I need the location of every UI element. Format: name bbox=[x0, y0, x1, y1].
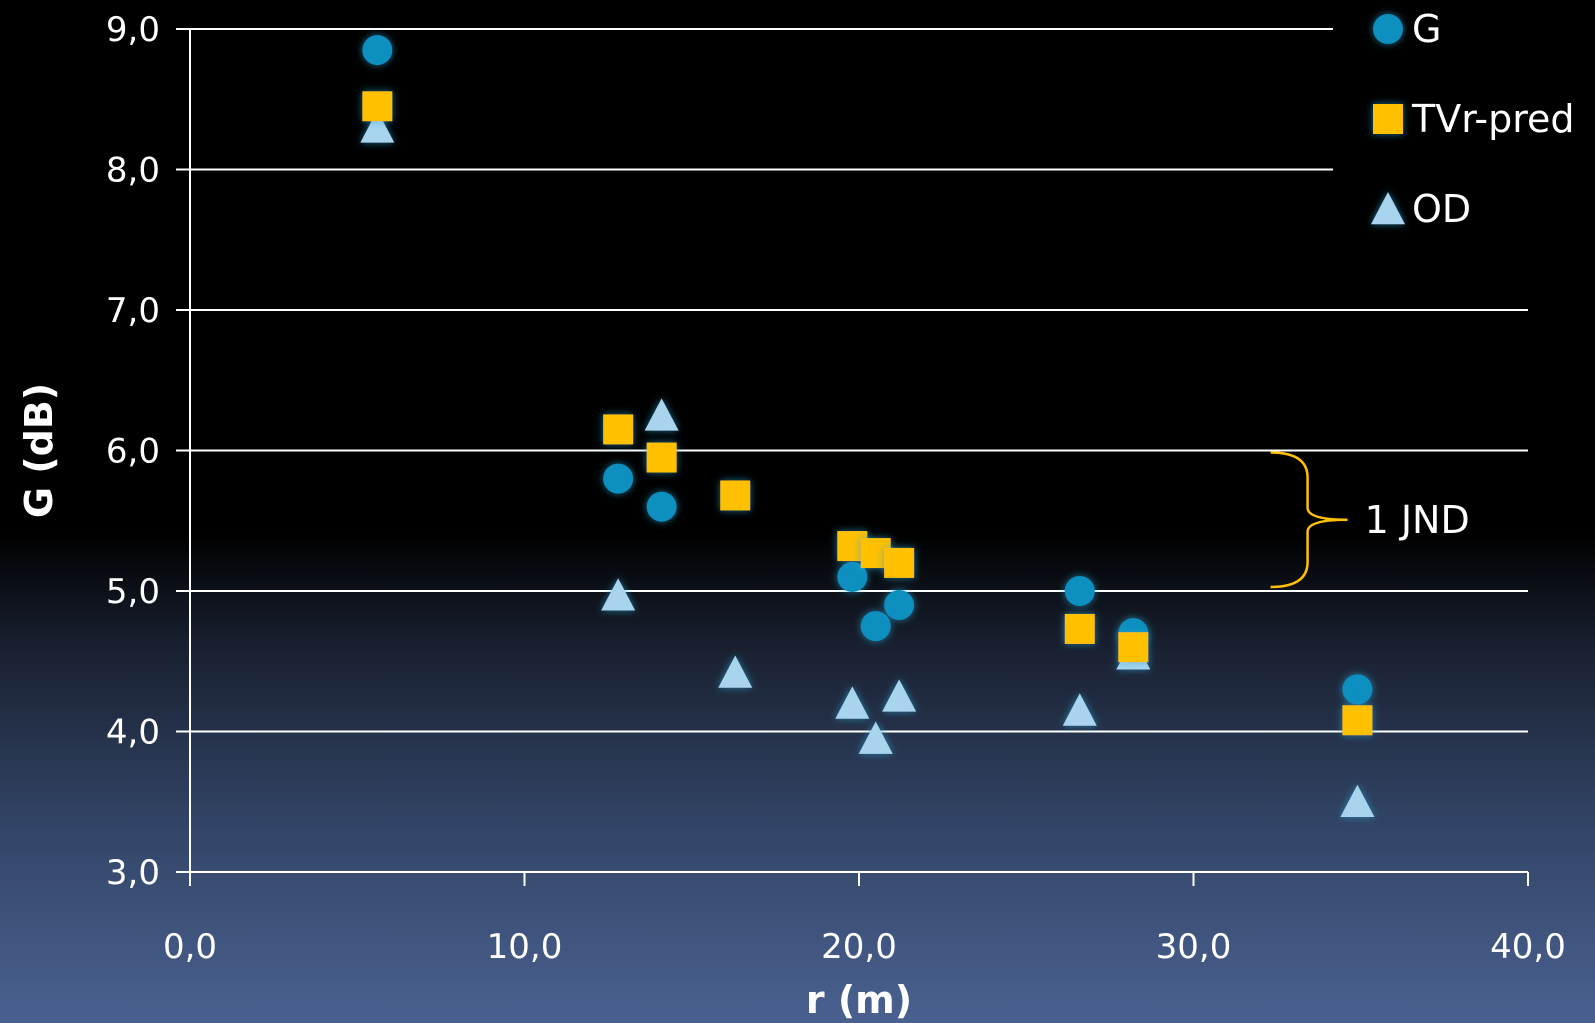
point-od bbox=[644, 398, 679, 431]
point-tvr-pred bbox=[646, 442, 677, 473]
point-od bbox=[1340, 784, 1375, 818]
legend-label-tvr-pred: TVr-pred bbox=[1411, 97, 1575, 141]
y-tick-label: 6,0 bbox=[106, 432, 160, 472]
y-axis-title: G (dB) bbox=[17, 383, 61, 518]
gridlines bbox=[190, 28, 1528, 733]
jnd-bracket bbox=[1270, 451, 1348, 589]
y-tick-label: 4,0 bbox=[106, 713, 160, 753]
point-g bbox=[1064, 576, 1095, 606]
point-od bbox=[882, 679, 917, 712]
x-tick-label: 40,0 bbox=[1490, 927, 1566, 967]
y-tick-label: 8,0 bbox=[106, 151, 160, 191]
point-od bbox=[835, 686, 870, 719]
x-tick-label: 30,0 bbox=[1156, 927, 1232, 967]
legend-marker-od bbox=[1371, 192, 1405, 225]
point-tvr-pred bbox=[603, 414, 634, 445]
legend-marker-tvr-pred bbox=[1373, 104, 1403, 134]
point-g bbox=[603, 463, 634, 494]
y-tick-label: 7,0 bbox=[106, 291, 160, 331]
x-tick-label: 20,0 bbox=[821, 927, 897, 967]
point-g bbox=[884, 590, 915, 621]
axes bbox=[176, 28, 1529, 886]
point-tvr-pred bbox=[1118, 632, 1149, 663]
point-g bbox=[837, 561, 868, 592]
x-tick-label: 0,0 bbox=[163, 927, 217, 967]
point-od bbox=[858, 721, 893, 754]
legend-label-od: OD bbox=[1412, 187, 1471, 231]
y-tick-label: 9,0 bbox=[106, 10, 160, 50]
annotations: 1 JND bbox=[1270, 451, 1470, 589]
point-g bbox=[860, 611, 891, 642]
point-g bbox=[1342, 674, 1373, 705]
point-tvr-pred bbox=[362, 91, 393, 122]
point-tvr-pred bbox=[720, 480, 751, 511]
point-od bbox=[360, 110, 395, 143]
legend-label-g: G bbox=[1412, 7, 1441, 51]
jnd-label: 1 JND bbox=[1365, 498, 1470, 542]
legend-marker-g bbox=[1373, 14, 1403, 44]
point-od bbox=[1062, 693, 1097, 726]
point-od bbox=[601, 578, 636, 611]
y-tick-label: 5,0 bbox=[106, 572, 160, 612]
point-g bbox=[362, 35, 393, 66]
point-tvr-pred bbox=[1064, 613, 1095, 644]
y-tick-label: 3,0 bbox=[106, 853, 160, 893]
tick-labels: 3,0 4,0 5,0 6,0 7,0 8,0 9,0 0,0 10,0 20,0 30,0 40,0 bbox=[106, 10, 1566, 967]
point-tvr-pred bbox=[884, 547, 915, 578]
point-g bbox=[646, 491, 677, 522]
point-od bbox=[718, 655, 753, 688]
point-tvr-pred bbox=[1342, 705, 1373, 736]
legend: G TVr-pred OD bbox=[1371, 7, 1575, 231]
x-tick-label: 10,0 bbox=[487, 927, 563, 967]
data-points bbox=[360, 35, 1375, 818]
x-axis-title: r (m) bbox=[806, 978, 912, 1022]
